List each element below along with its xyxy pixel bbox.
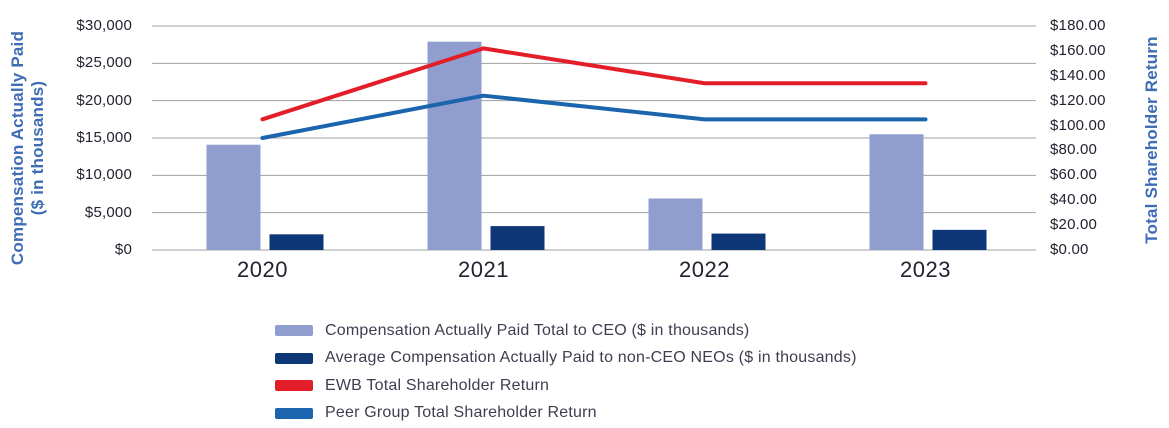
legend-item: Peer Group Total Shareholder Return	[275, 400, 857, 428]
left-axis-tick: $15,000	[76, 129, 132, 146]
right-axis-tick: $20.00	[1050, 216, 1098, 234]
bar-neo-cap	[269, 234, 324, 250]
peer-tsr-line	[260, 93, 928, 140]
x-axis-label: 2021	[458, 257, 509, 282]
bar-ceo-cap	[206, 144, 261, 250]
legend-swatch-bar	[275, 325, 313, 337]
right-axis-tick: $0.00	[1050, 241, 1089, 258]
x-axis-label: 2022	[679, 257, 730, 282]
bar-ceo-cap	[648, 198, 703, 250]
right-axis-tick: $100.00	[1050, 116, 1106, 134]
bar-ceo-cap	[869, 134, 924, 250]
left-axis-tick: $25,000	[76, 54, 132, 72]
left-axis-tick: $10,000	[76, 166, 132, 184]
right-axis-tick: $120.00	[1050, 91, 1106, 109]
ewb-tsr-line	[260, 46, 928, 122]
legend-swatch-bar	[275, 352, 313, 364]
legend-label: EWB Total Shareholder Return	[325, 376, 550, 394]
x-axis-label: 2020	[237, 257, 288, 282]
legend-item: Average Compensation Actually Paid to no…	[275, 345, 857, 373]
legend-swatch-line	[275, 407, 313, 419]
right-axis-tick: $140.00	[1050, 66, 1106, 84]
left-axis-tick: $20,000	[76, 91, 132, 109]
bar-neo-cap	[932, 229, 987, 250]
left-axis-tick: $0	[114, 241, 132, 258]
legend-label: Average Compensation Actually Paid to no…	[325, 349, 857, 367]
legend-label: Compensation Actually Paid Total to CEO …	[325, 321, 750, 339]
bar-ceo-cap	[427, 41, 482, 251]
right-axis-tick: $160.00	[1050, 41, 1106, 59]
right-axis-tick: $40.00	[1050, 191, 1098, 209]
left-axis-tick: $30,000	[76, 17, 132, 34]
x-axis-label: 2023	[900, 257, 951, 282]
right-axis-tick: $80.00	[1050, 141, 1098, 159]
legend-item: Compensation Actually Paid Total to CEO …	[275, 317, 857, 345]
legend: Compensation Actually Paid Total to CEO …	[275, 317, 857, 427]
left-axis-tick: $5,000	[84, 203, 132, 221]
legend-swatch-line	[275, 380, 313, 392]
bar-neo-cap	[490, 226, 545, 250]
right-axis-tick: $60.00	[1050, 166, 1098, 184]
bar-neo-cap	[711, 233, 766, 250]
legend-label: Peer Group Total Shareholder Return	[325, 404, 597, 422]
right-axis-title: Total Shareholder Return	[1142, 36, 1161, 244]
right-axis-tick: $180.00	[1050, 17, 1106, 34]
legend-item: EWB Total Shareholder Return	[275, 372, 857, 400]
